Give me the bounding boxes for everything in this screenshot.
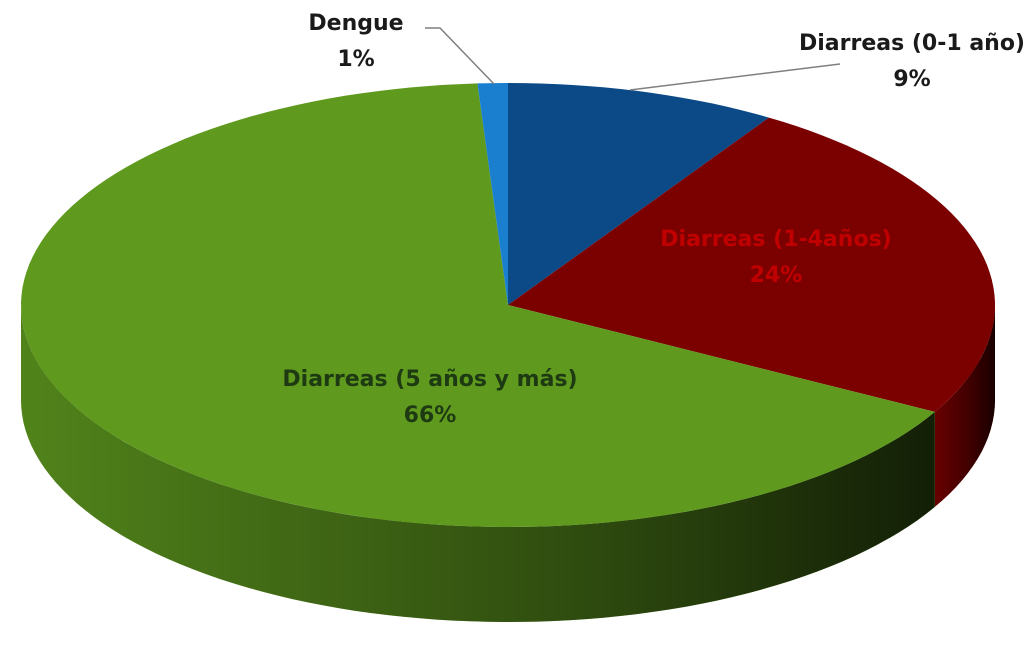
value-label: 1% [337,47,374,72]
leader-line [629,63,841,91]
value-label: 24% [750,263,803,288]
value-label: 66% [404,403,457,428]
category-label: Dengue [308,11,403,36]
labels: Diarreas (0-1 año) 9% Diarreas (1-4años) 24… [282,11,1025,428]
slice [508,117,995,412]
pie-tops [21,83,995,528]
category-label: Diarreas (0-1 año) [799,31,1025,56]
category-label: Diarreas (1-4años) [660,227,891,252]
slice [21,83,935,528]
value-label: 9% [893,67,930,92]
leader-line [425,27,495,85]
slice [508,83,769,305]
slice [477,83,508,305]
slice-side-shade [934,305,995,507]
pie-sides [21,305,995,622]
category-label: Diarreas (5 años y más) [282,367,577,392]
slice-side-shade [21,305,935,622]
